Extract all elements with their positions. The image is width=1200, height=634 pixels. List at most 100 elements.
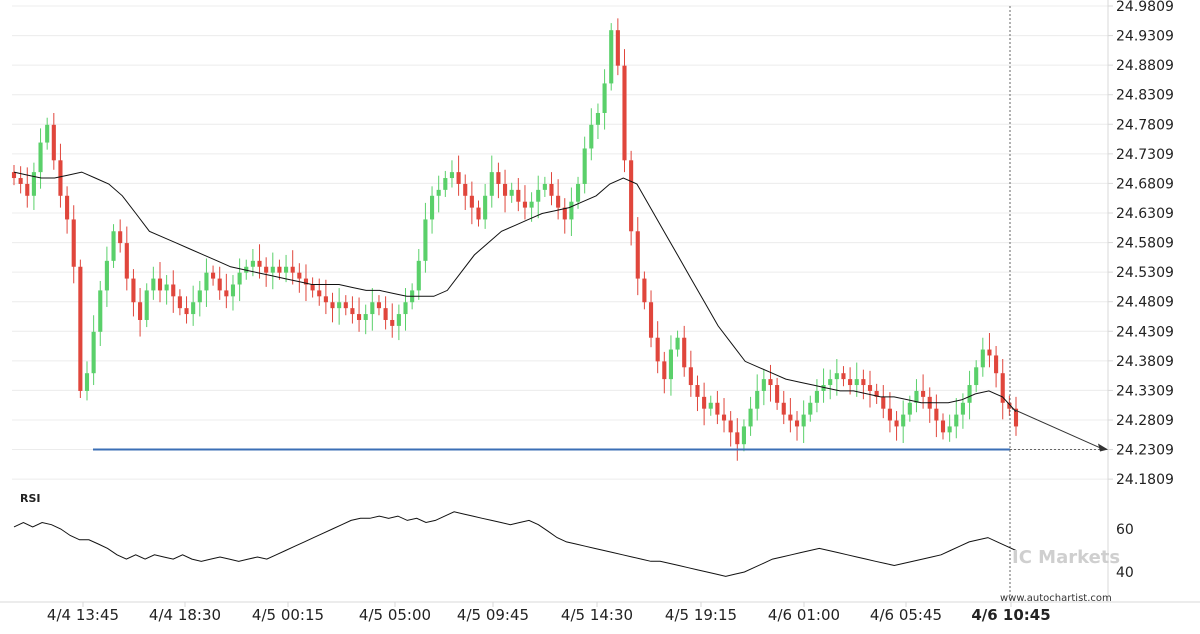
candle-up <box>104 260 109 291</box>
candle-up <box>589 124 594 149</box>
candle-down <box>11 172 17 179</box>
time-tick-label: 4/6 10:45 <box>971 606 1050 624</box>
time-tick-label: 4/5 09:45 <box>457 606 529 624</box>
candle-down <box>615 30 620 66</box>
candle-down <box>317 290 322 297</box>
candle-down <box>157 278 163 291</box>
candle-up <box>609 30 614 84</box>
candle-up <box>801 414 806 427</box>
candle-up <box>151 278 156 291</box>
candle-up <box>144 290 149 320</box>
candle-down <box>635 231 640 279</box>
candle-down <box>794 420 800 427</box>
candle-down <box>71 219 76 267</box>
candle-up <box>270 266 275 273</box>
time-axis: 4/4 13:45 4/4 18:30 4/5 00:15 4/5 05:00 4/5 … <box>0 601 1200 624</box>
price-tick-label: 24.8309 <box>1116 88 1174 104</box>
moving-average <box>13 171 1017 412</box>
candle-down <box>629 160 634 232</box>
price-tick-label: 24.4809 <box>1116 295 1174 311</box>
candle-up <box>960 402 965 415</box>
rsi-tick-label: 40 <box>1116 565 1134 581</box>
candle-down <box>775 385 780 403</box>
rsi-tick-label: 60 <box>1116 522 1134 538</box>
price-tick-label: 24.8809 <box>1116 58 1174 74</box>
candle-up <box>337 302 342 309</box>
candle-down <box>171 284 176 297</box>
candle-up <box>38 142 43 173</box>
candle-down <box>390 319 395 326</box>
candle-up <box>536 189 541 202</box>
candle-down <box>357 314 362 320</box>
candle-down <box>702 396 707 409</box>
price-tick-label: 24.1809 <box>1116 472 1174 488</box>
candle-down <box>894 420 899 427</box>
candle-up <box>914 390 919 403</box>
candle-up <box>821 385 826 391</box>
candle-down <box>118 231 123 244</box>
candle-down <box>18 178 23 184</box>
candle-down <box>184 308 189 315</box>
candle-up <box>423 219 428 261</box>
candle-up <box>191 302 196 315</box>
candle-up <box>436 189 441 196</box>
candle-up <box>509 189 514 196</box>
price-tick-label: 24.4309 <box>1116 324 1174 340</box>
candle-down <box>781 402 786 415</box>
candle-up <box>907 402 912 415</box>
candle-up <box>483 195 488 220</box>
candle-down <box>131 278 136 303</box>
time-tick-label: 4/5 00:15 <box>252 606 324 624</box>
projection-line <box>1011 408 1105 451</box>
time-tick-label: 4/6 01:00 <box>768 606 840 624</box>
time-tick-label: 4/4 18:30 <box>149 606 221 624</box>
candle-up <box>91 331 96 374</box>
candle-down <box>51 124 56 161</box>
candle-up <box>575 183 581 202</box>
time-tick-label: 4/4 13:45 <box>47 606 119 624</box>
candle-down <box>688 367 693 386</box>
candle-up <box>230 284 236 297</box>
candle-down <box>502 183 508 196</box>
candle-up <box>164 284 169 291</box>
price-tick-label: 24.6809 <box>1116 176 1174 192</box>
rsi-panel: RSI 60 40 <box>13 492 1134 581</box>
price-tick-label: 24.5309 <box>1116 265 1174 281</box>
price-tick-label: 24.7309 <box>1116 147 1174 163</box>
candle-down <box>987 349 992 356</box>
candle-up <box>204 272 209 291</box>
candle-down <box>323 296 328 303</box>
rsi-line <box>13 511 1017 577</box>
candle-down <box>562 207 567 220</box>
candle-up <box>443 178 448 190</box>
candle-down <box>211 272 216 279</box>
candle-down <box>874 390 879 397</box>
candle-up <box>602 83 607 113</box>
candle-up <box>748 408 753 427</box>
price-tick-label: 24.9809 <box>1116 0 1174 15</box>
candle-up <box>755 390 760 409</box>
candle-up <box>954 414 959 427</box>
candle-down <box>934 408 939 421</box>
candle-down <box>177 296 182 309</box>
candle-up <box>84 373 90 391</box>
candle-up <box>974 367 979 386</box>
candle-down <box>735 432 740 445</box>
candles <box>11 18 1019 461</box>
candle-down <box>350 308 355 315</box>
support-level <box>93 6 1108 602</box>
candle-down <box>78 266 83 391</box>
price-tick-label: 24.9309 <box>1116 29 1174 45</box>
candle-down <box>469 195 474 208</box>
price-tick-label: 24.6309 <box>1116 206 1174 222</box>
price-tick-label: 24.5809 <box>1116 236 1174 252</box>
candle-down <box>463 183 468 196</box>
candle-up <box>828 379 833 386</box>
candle-down <box>642 278 647 303</box>
candle-down <box>516 189 521 202</box>
candle-up <box>741 426 746 445</box>
candle-up <box>529 201 534 208</box>
candle-down <box>25 183 30 196</box>
candle-up <box>237 272 242 285</box>
candle-down <box>310 284 315 291</box>
